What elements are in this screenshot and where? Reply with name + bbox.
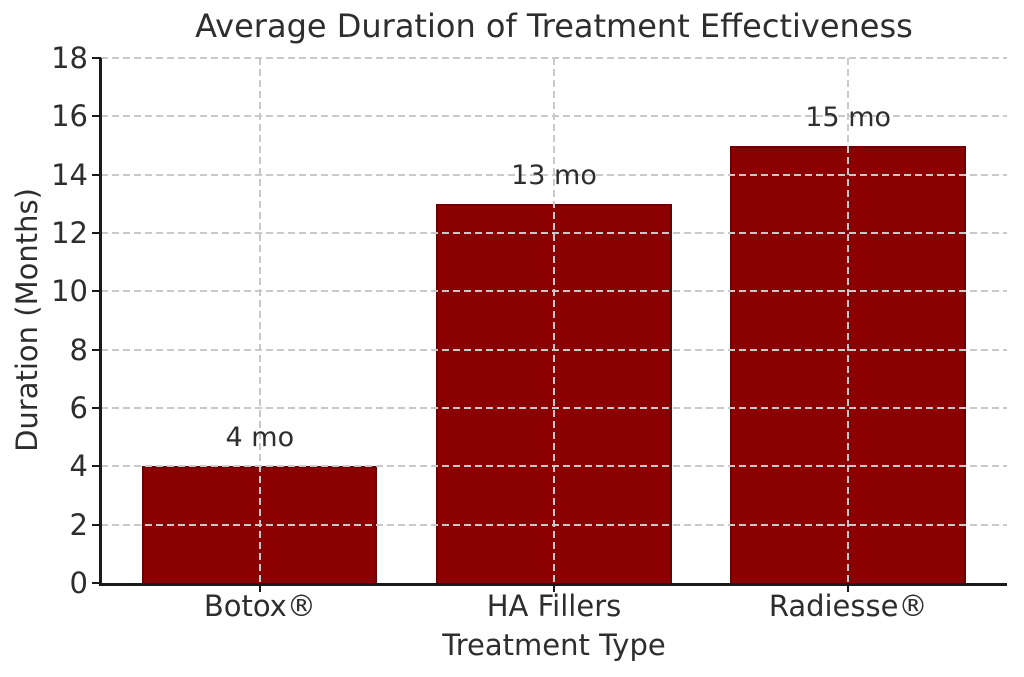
y-tick-mark xyxy=(92,173,101,176)
y-tick-mark xyxy=(92,523,101,526)
y-tick-label: 16 xyxy=(51,99,88,134)
x-gridline xyxy=(258,58,261,583)
y-axis-line xyxy=(99,58,102,585)
x-tick-label: Botox® xyxy=(203,589,316,623)
x-tick-label: HA Fillers xyxy=(486,589,622,623)
y-tick-mark xyxy=(92,290,101,293)
x-gridline xyxy=(847,58,850,583)
y-tick-mark xyxy=(92,57,101,59)
x-tick-mark xyxy=(258,583,261,592)
x-tick-mark xyxy=(553,583,555,592)
chart-title: Average Duration of Treatment Effectiven… xyxy=(195,7,913,45)
bar-value-label: 13 mo xyxy=(511,159,597,191)
y-tick-mark xyxy=(92,232,101,234)
y-axis-label-text: Duration (Months) xyxy=(10,188,44,452)
x-axis-label: Treatment Type xyxy=(442,628,666,662)
y-tick-label: 12 xyxy=(51,216,88,250)
y-tick-label: 6 xyxy=(69,391,88,425)
y-tick-label: 10 xyxy=(51,274,88,309)
x-gridline xyxy=(553,58,555,583)
bar-value-label: 4 mo xyxy=(225,422,295,454)
y-tick-label: 18 xyxy=(51,41,88,75)
y-tick-label: 4 xyxy=(69,449,88,484)
bar-value-label: 15 mo xyxy=(805,101,892,133)
x-tick-mark xyxy=(847,583,850,592)
y-tick-label: 8 xyxy=(69,332,88,367)
x-tick-label: Radiesse® xyxy=(768,589,928,623)
y-tick-label: 0 xyxy=(69,566,88,600)
y-tick-mark xyxy=(92,348,101,351)
y-tick-label: 14 xyxy=(51,157,88,192)
y-tick-mark xyxy=(92,407,101,409)
y-tick-mark xyxy=(92,465,101,468)
y-tick-mark xyxy=(92,115,101,118)
y-tick-mark xyxy=(92,582,101,584)
y-tick-label: 2 xyxy=(69,507,88,542)
